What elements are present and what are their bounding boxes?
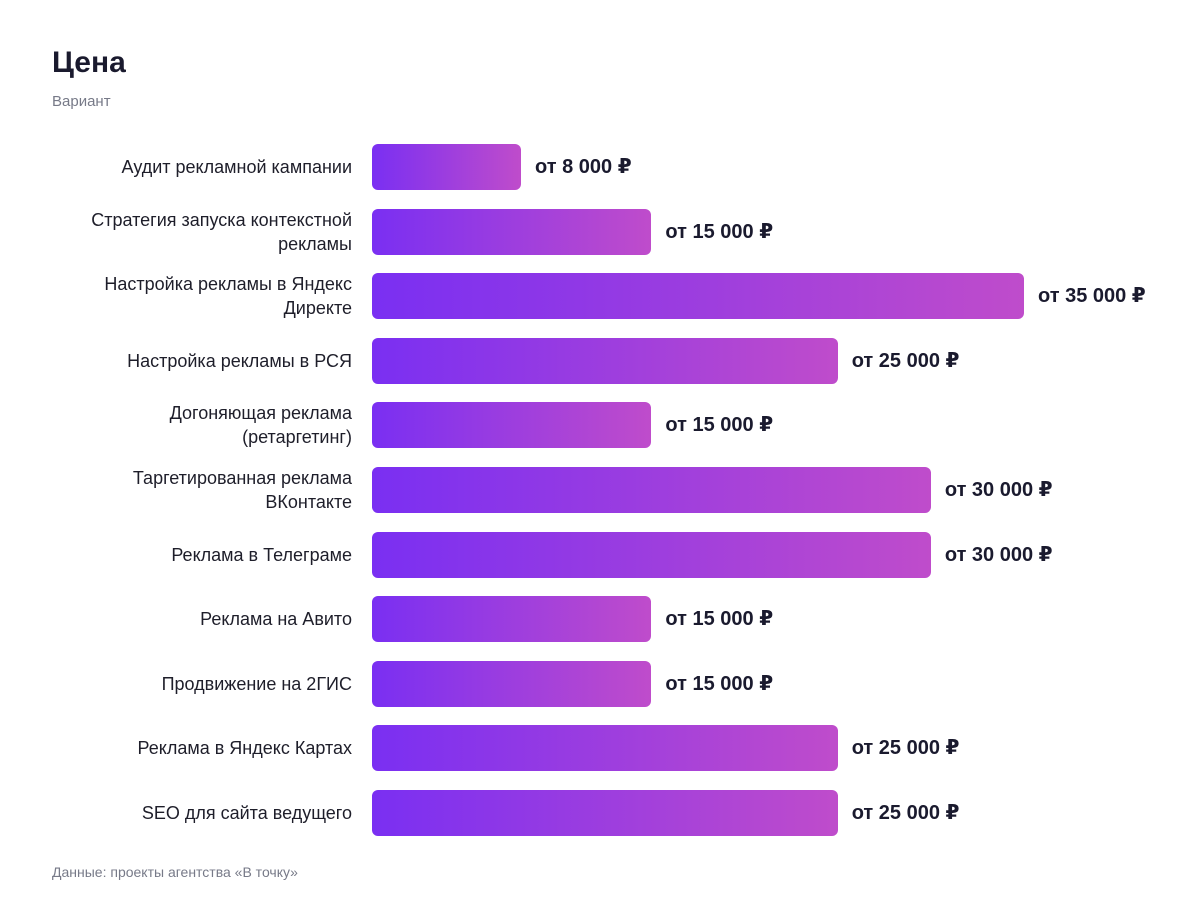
category-text: Продвижение на 2ГИС xyxy=(161,673,352,694)
value-label: от 25 000 ₽ xyxy=(851,737,960,760)
category-text: Таргетированная реклама ВКонтакте xyxy=(132,468,352,512)
bar xyxy=(372,596,652,643)
value-label: от 30 000 ₽ xyxy=(944,479,1053,501)
category-text: Реклама в Яндекс Картах xyxy=(137,738,352,759)
value-label: от 15 000 ₽ xyxy=(665,672,774,695)
chart-title: Цена xyxy=(52,46,126,79)
bar xyxy=(372,790,838,836)
value-label: от 30 000 ₽ xyxy=(944,543,1053,566)
value-label: от 15 000 ₽ xyxy=(665,414,774,437)
bar xyxy=(372,273,1024,320)
category-text: Настройка рекламы в Яндекс Директе xyxy=(104,274,352,319)
category-text: Настройка рекламы в РСЯ xyxy=(127,350,352,371)
category-text: SEO для сайта ведущего xyxy=(141,803,352,823)
bar xyxy=(372,660,652,707)
category-text: Стратегия запуска контекстной рекламы xyxy=(91,209,352,254)
category-text: Догоняющая реклама (ретаргетинг) xyxy=(169,403,352,448)
bar xyxy=(372,208,652,255)
category-label: Таргетированная реклама ВКонтакте xyxy=(52,460,352,520)
source-note: Данные: проекты агентства «В точку» xyxy=(52,864,298,880)
value-label: от 15 000 ₽ xyxy=(665,220,774,243)
category-text: Реклама в Телеграме xyxy=(171,544,352,565)
value-label: от 35 000 ₽ xyxy=(1038,285,1146,308)
category-label: SEO для сайта ведущего xyxy=(52,783,352,843)
category-label: Настройка рекламы в Яндекс Директе xyxy=(52,266,352,326)
bar xyxy=(372,467,931,513)
category-label: Продвижение на 2ГИС xyxy=(52,654,352,714)
bar xyxy=(372,337,838,384)
category-label: Реклама в Яндекс Картах xyxy=(52,718,352,778)
category-label: Аудит рекламной кампании xyxy=(52,137,352,197)
value-label: от 8 000 ₽ xyxy=(535,156,632,178)
bar xyxy=(372,725,838,772)
bar xyxy=(372,531,931,578)
category-text: Аудит рекламной кампании xyxy=(121,157,352,177)
category-label: Настройка рекламы в РСЯ xyxy=(52,331,352,391)
value-label: от 15 000 ₽ xyxy=(665,608,774,631)
value-label: от 25 000 ₽ xyxy=(851,349,960,372)
category-label: Стратегия запуска контекстной рекламы xyxy=(52,202,352,262)
category-label: Реклама в Телеграме xyxy=(52,525,352,585)
category-label: Реклама на Авито xyxy=(52,589,352,649)
value-label: от 25 000 ₽ xyxy=(851,802,960,824)
bar xyxy=(372,402,652,449)
bar xyxy=(372,144,522,190)
category-text: Реклама на Авито xyxy=(200,609,352,630)
chart-subtitle: Вариант xyxy=(52,93,111,110)
category-label: Догоняющая реклама (ретаргетинг) xyxy=(52,395,352,455)
